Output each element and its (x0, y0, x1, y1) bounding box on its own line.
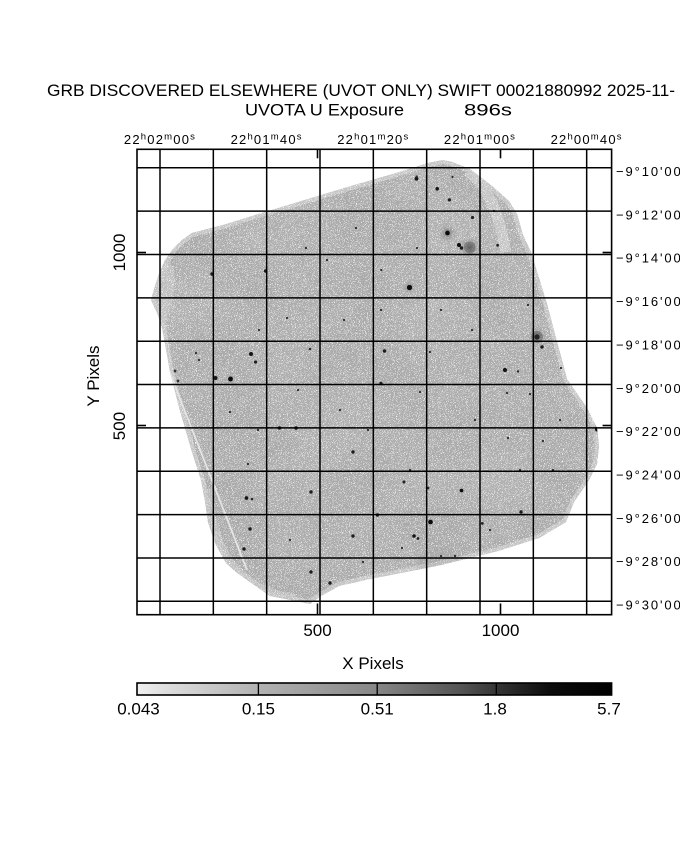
svg-text:−9°22'00: −9°22'00 (616, 424, 680, 439)
svg-text:22h01m40s: 22h01m40s (231, 132, 303, 148)
svg-text:−9°28'00: −9°28'00 (616, 554, 680, 569)
svg-text:−9°26'00: −9°26'00 (616, 511, 680, 526)
svg-text:−9°24'00: −9°24'00 (616, 467, 680, 482)
svg-text:1.8: 1.8 (483, 700, 507, 719)
svg-text:500: 500 (303, 621, 331, 640)
svg-text:UVOTA U Exposure: UVOTA U Exposure (245, 101, 404, 120)
svg-text:0.15: 0.15 (242, 700, 275, 719)
svg-text:22h02m00s: 22h02m00s (124, 132, 196, 148)
svg-text:0.51: 0.51 (361, 700, 394, 719)
svg-text:0.043: 0.043 (117, 700, 160, 719)
svg-text:22h00m40s: 22h00m40s (551, 132, 623, 148)
svg-text:Y Pixels: Y Pixels (84, 345, 103, 406)
svg-text:−9°16'00: −9°16'00 (616, 294, 680, 309)
svg-text:−9°20'00: −9°20'00 (616, 381, 680, 396)
svg-text:22h01m00s: 22h01m00s (444, 132, 516, 148)
svg-text:1000: 1000 (110, 234, 129, 272)
svg-text:896s: 896s (464, 101, 512, 120)
svg-text:X Pixels: X Pixels (342, 654, 403, 673)
svg-text:1000: 1000 (482, 621, 520, 640)
svg-text:−9°14'00: −9°14'00 (616, 251, 680, 266)
svg-text:GRB DISCOVERED ELSEWHERE (UVOT: GRB DISCOVERED ELSEWHERE (UVOT ONLY) SWI… (47, 81, 675, 100)
svg-text:500: 500 (110, 412, 129, 440)
svg-text:5.7: 5.7 (597, 700, 621, 719)
svg-text:22h01m20s: 22h01m20s (337, 132, 409, 148)
svg-text:−9°30'00: −9°30'00 (616, 598, 680, 613)
svg-text:−9°12'00: −9°12'00 (616, 207, 680, 222)
svg-text:−9°18'00: −9°18'00 (616, 337, 680, 352)
svg-text:−9°10'00: −9°10'00 (616, 164, 680, 179)
